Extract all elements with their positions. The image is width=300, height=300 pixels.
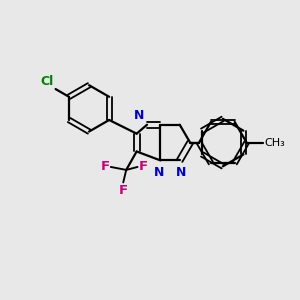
Text: F: F bbox=[139, 160, 148, 173]
Text: F: F bbox=[119, 184, 128, 197]
Text: Cl: Cl bbox=[41, 75, 54, 88]
Text: N: N bbox=[134, 110, 145, 122]
Text: N: N bbox=[154, 166, 164, 179]
Text: CH₃: CH₃ bbox=[264, 138, 285, 148]
Text: N: N bbox=[176, 166, 186, 179]
Text: F: F bbox=[100, 160, 109, 173]
